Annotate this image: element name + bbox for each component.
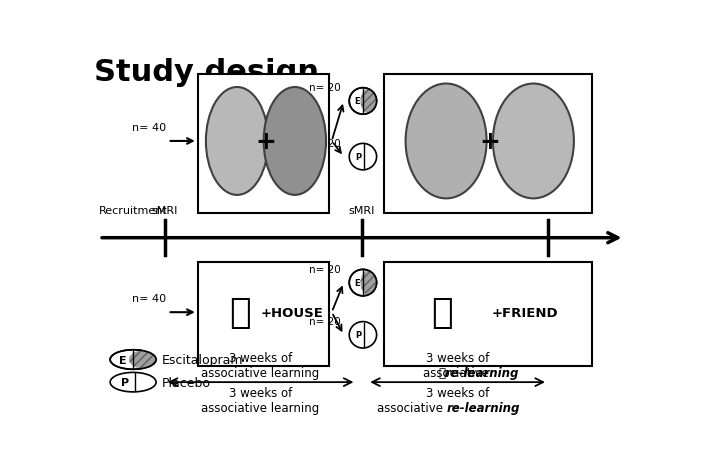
Text: Escitalopram: Escitalopram [162,353,244,366]
Text: P: P [355,153,361,162]
Ellipse shape [361,89,377,114]
Text: Recruitment: Recruitment [99,206,168,216]
Text: sMRI: sMRI [349,206,375,216]
Text: associative: associative [377,401,447,414]
Text: n= 40: n= 40 [132,123,166,133]
Text: P: P [355,331,361,340]
FancyBboxPatch shape [198,75,329,214]
Text: E: E [119,355,126,365]
Text: re-learning: re-learning [447,401,520,414]
Ellipse shape [349,88,376,115]
Text: 佐: 佐 [229,295,251,329]
Text: Study design: Study design [94,58,318,87]
Text: n= 40: n= 40 [132,294,166,304]
Text: 佐: 佐 [431,295,453,329]
Text: Placebo: Placebo [162,376,211,389]
Text: +FRIEND: +FRIEND [492,306,558,319]
Text: P: P [121,377,129,387]
Text: associative learning: associative learning [201,401,320,414]
Ellipse shape [110,350,156,369]
Ellipse shape [349,270,376,296]
Ellipse shape [405,84,486,199]
FancyBboxPatch shape [384,262,592,367]
Text:  re-learning:  re-learning [438,352,518,379]
FancyBboxPatch shape [198,262,329,367]
Text: E: E [354,97,359,106]
Ellipse shape [129,351,157,369]
Ellipse shape [206,88,268,195]
Ellipse shape [493,84,574,199]
Text: n= 20: n= 20 [309,317,341,327]
Text: n= 20: n= 20 [309,83,341,93]
Text: +HOUSE: +HOUSE [261,306,323,319]
FancyBboxPatch shape [384,75,592,214]
Text: +: + [479,129,500,154]
Text: 3 weeks of: 3 weeks of [426,386,489,399]
Ellipse shape [263,88,326,195]
Text: n= 20: n= 20 [309,138,341,148]
Text: sMRI: sMRI [534,206,561,216]
Text: 3 weeks of: 3 weeks of [229,386,292,399]
Text: n= 20: n= 20 [309,264,341,274]
Ellipse shape [361,271,377,295]
Text: 3 weeks of
associative: 3 weeks of associative [423,352,493,379]
Text: E: E [354,278,359,287]
Text: 3 weeks of
associative learning: 3 weeks of associative learning [201,352,320,379]
Ellipse shape [349,144,376,170]
Ellipse shape [349,322,376,348]
Text: sMRI: sMRI [152,206,178,216]
Ellipse shape [110,373,156,392]
Text: +: + [256,129,277,154]
